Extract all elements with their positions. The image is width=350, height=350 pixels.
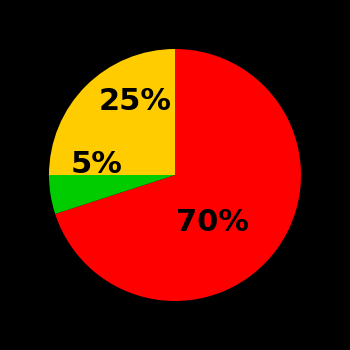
Text: 25%: 25% xyxy=(98,88,171,117)
Wedge shape xyxy=(49,175,175,214)
Text: 5%: 5% xyxy=(71,150,123,180)
Wedge shape xyxy=(55,49,301,301)
Wedge shape xyxy=(49,49,175,175)
Text: 70%: 70% xyxy=(176,208,249,237)
